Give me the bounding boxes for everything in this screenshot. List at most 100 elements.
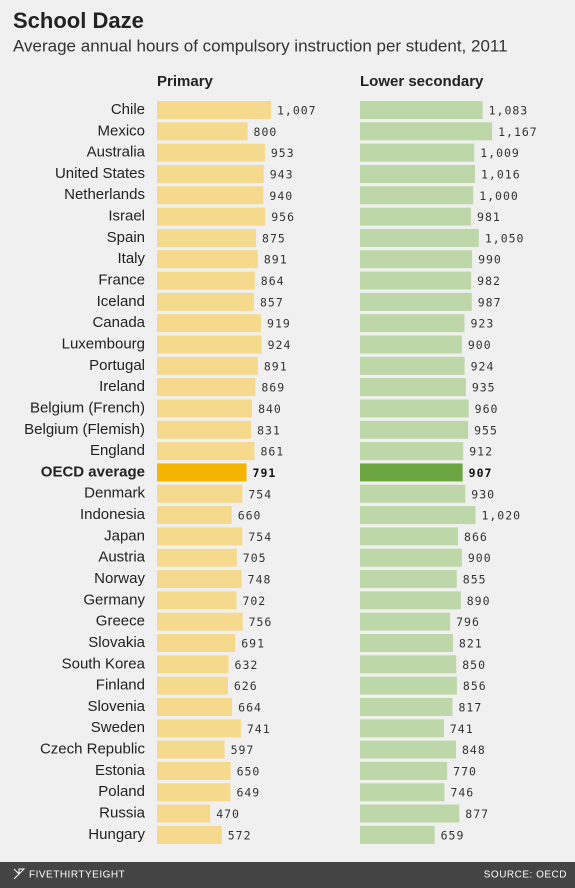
bar: [360, 292, 472, 311]
value-label: 960: [475, 402, 499, 416]
category-label: Italy: [117, 250, 145, 267]
value-label: 1,167: [498, 125, 538, 139]
bar: [157, 420, 252, 439]
value-label: 705: [243, 551, 267, 565]
category-label: Greece: [96, 613, 145, 630]
value-label: 660: [238, 509, 262, 523]
bar: [360, 825, 435, 844]
series-header: Primary: [157, 73, 214, 90]
bar: [157, 314, 262, 333]
value-label: 861: [260, 445, 284, 459]
bar: [157, 250, 258, 269]
bar: [157, 527, 243, 546]
bar: [157, 676, 228, 695]
value-label: 953: [271, 146, 295, 160]
category-label: England: [90, 442, 145, 459]
value-label: 982: [477, 274, 501, 288]
value-label: 956: [271, 210, 295, 224]
bar: [157, 548, 237, 567]
value-label: 597: [231, 743, 255, 757]
category-label: France: [98, 272, 145, 289]
category-label: Netherlands: [64, 186, 145, 203]
bar: [360, 719, 444, 738]
bar: [360, 143, 475, 162]
category-label: Japan: [104, 527, 145, 544]
bar: [157, 719, 241, 738]
bar: [360, 570, 457, 589]
value-label: 1,007: [277, 104, 317, 118]
bar: [157, 271, 255, 290]
bar: [157, 442, 255, 461]
bar: [360, 164, 476, 183]
category-label: Spain: [107, 229, 145, 246]
value-label: 821: [459, 637, 483, 651]
value-label: 817: [458, 700, 482, 714]
value-label: 626: [234, 679, 258, 693]
bar: [157, 484, 243, 503]
bar: [360, 484, 466, 503]
value-label: 754: [248, 530, 272, 544]
series-header: Lower secondary: [360, 73, 484, 90]
value-label: 869: [261, 381, 285, 395]
bar: [157, 612, 243, 631]
value-label: 877: [465, 807, 489, 821]
value-label: 990: [478, 253, 502, 267]
bar: [360, 655, 457, 674]
category-label: Slovenia: [87, 698, 145, 715]
footer-brand: FIVETHIRTYEIGHT: [29, 870, 125, 881]
value-label: 850: [462, 658, 486, 672]
category-label: Ireland: [99, 378, 145, 395]
value-label: 864: [261, 274, 285, 288]
bar: [360, 506, 476, 525]
bar: [157, 228, 257, 247]
category-label: Denmark: [84, 485, 145, 502]
bar: [157, 804, 211, 823]
bar: [157, 463, 247, 482]
category-label: Mexico: [97, 122, 145, 139]
value-label: 1,009: [480, 146, 520, 160]
bar: [157, 399, 253, 418]
bar: [360, 250, 473, 269]
value-label: 741: [450, 722, 474, 736]
category-label: Russia: [99, 805, 146, 822]
value-label: 848: [462, 743, 486, 757]
value-label: 702: [242, 594, 266, 608]
value-label: 935: [472, 381, 496, 395]
value-label: 1,016: [481, 167, 521, 181]
category-label: Luxembourg: [62, 335, 145, 352]
bar: [360, 761, 448, 780]
value-label: 831: [257, 423, 281, 437]
footer-bar: [0, 862, 575, 888]
value-label: 800: [254, 125, 278, 139]
bar: [360, 101, 483, 119]
bar: [157, 697, 233, 716]
bar: [360, 335, 462, 354]
value-label: 796: [456, 615, 480, 629]
category-label: Sweden: [91, 719, 145, 736]
value-label: 649: [236, 786, 260, 800]
category-label: South Korea: [62, 655, 146, 672]
bar: [360, 463, 463, 482]
bar: [360, 527, 459, 546]
bar: [360, 122, 493, 141]
value-label: 900: [468, 551, 492, 565]
bar: [157, 292, 255, 311]
value-label: 1,020: [481, 509, 521, 523]
bar: [157, 164, 264, 183]
value-label: 746: [450, 786, 474, 800]
bar: [157, 143, 265, 162]
category-label: Canada: [92, 314, 145, 331]
chart-subtitle: Average annual hours of compulsory instr…: [13, 36, 508, 55]
bar: [360, 399, 469, 418]
bar: [157, 655, 229, 674]
value-label: 924: [471, 359, 495, 373]
category-label: United States: [55, 165, 145, 182]
category-label: Germany: [83, 591, 145, 608]
value-label: 875: [262, 231, 286, 245]
category-label: Portugal: [89, 357, 145, 374]
value-label: 770: [453, 764, 477, 778]
bar: [360, 676, 457, 695]
brand-icon: [13, 868, 26, 880]
bar: [157, 378, 256, 397]
